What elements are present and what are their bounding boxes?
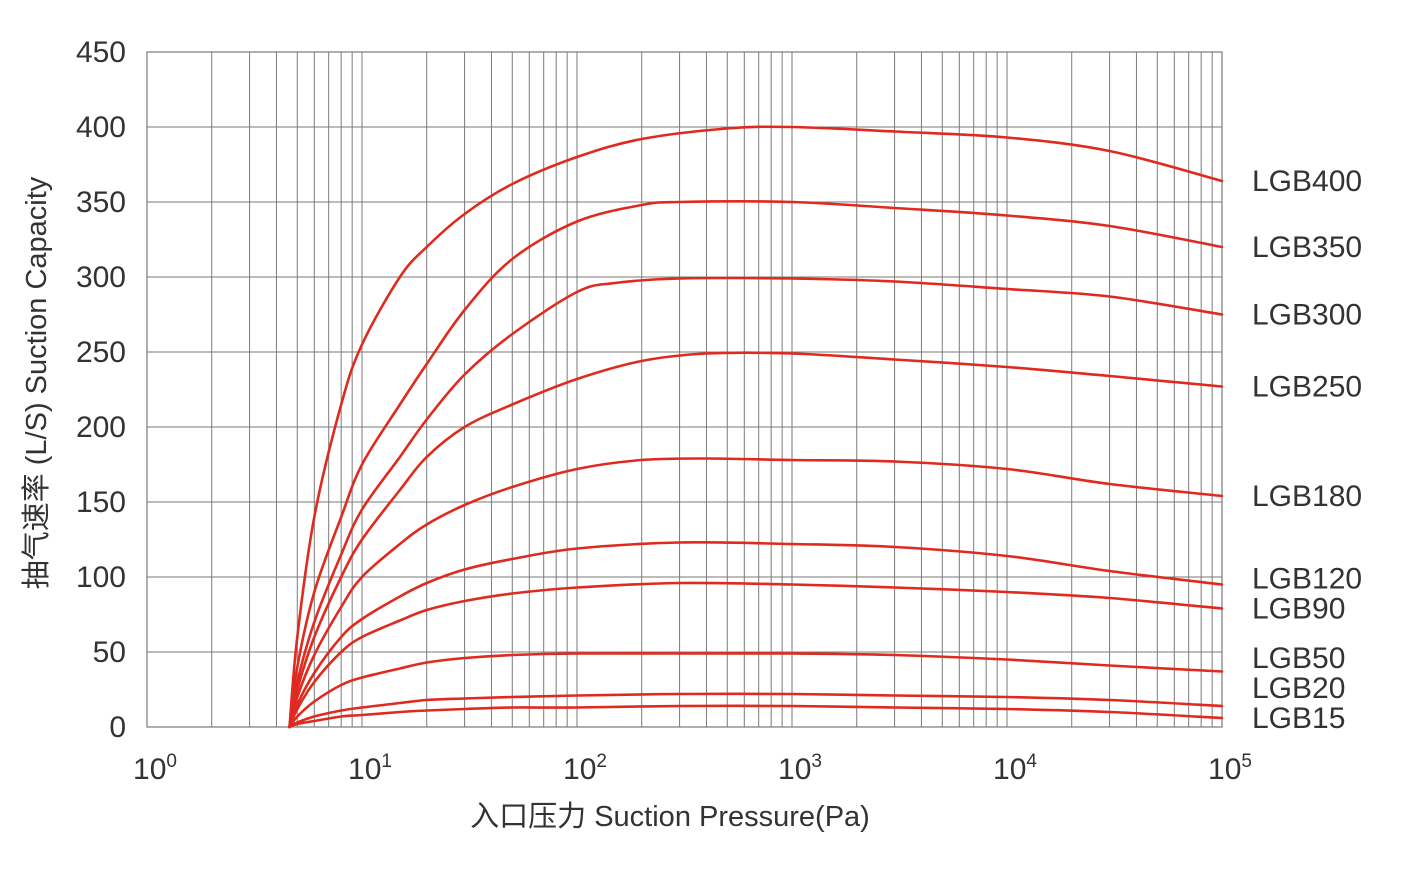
y-tick-label: 350	[76, 186, 126, 219]
series-label-lgb350: LGB350	[1252, 231, 1362, 264]
x-tick-label: 104	[993, 751, 1037, 786]
series-line-lgb400	[288, 125, 1224, 729]
series-line-lgb90	[288, 581, 1224, 729]
series-line-lgb250	[288, 351, 1224, 729]
series-label-lgb250: LGB250	[1252, 371, 1362, 404]
series-line-lgb20	[288, 692, 1224, 729]
y-tick-label: 100	[76, 561, 126, 594]
series-label-lgb90: LGB90	[1252, 593, 1345, 626]
series-label-lgb300: LGB300	[1252, 299, 1362, 332]
series-line-lgb350	[288, 200, 1224, 729]
y-axis-ticks: 0 50 100 150 200 250 300 350 400 450	[76, 36, 126, 744]
y-tick-label: 0	[109, 711, 126, 744]
x-axis-ticks: 100 101 102 103 104 105	[133, 751, 1252, 786]
plot-frame	[146, 51, 1223, 728]
y-axis-title: 抽气速率 (L/S) Suction Capacity	[20, 176, 53, 589]
y-tick-label: 400	[76, 111, 126, 144]
y-tick-label: 250	[76, 336, 126, 369]
x-tick-label: 105	[1208, 751, 1252, 786]
x-axis-title: 入口压力 Suction Pressure(Pa)	[470, 800, 870, 833]
y-tick-label: 150	[76, 486, 126, 519]
y-tick-label: 200	[76, 411, 126, 444]
series-label-lgb15: LGB15	[1252, 702, 1345, 735]
y-tick-label: 450	[76, 36, 126, 69]
series-line-lgb50	[288, 652, 1224, 729]
series-labels: LGB400 LGB350 LGB300 LGB250 LGB180 LGB120LGB9…	[1252, 165, 1362, 735]
series-label-lgb120: LGB120	[1252, 563, 1362, 596]
series-line-lgb300	[288, 276, 1224, 729]
y-tick-label: 300	[76, 261, 126, 294]
series-line-lgb120	[288, 541, 1224, 729]
series-line-lgb15	[288, 704, 1224, 729]
x-tick-label: 101	[348, 751, 392, 786]
series-label-lgb20: LGB20	[1252, 672, 1345, 705]
x-tick-label: 102	[563, 751, 607, 786]
series-label-lgb180: LGB180	[1252, 480, 1362, 513]
series-lines	[288, 125, 1224, 729]
x-tick-label: 103	[778, 751, 822, 786]
x-tick-label: 100	[133, 751, 177, 786]
series-label-lgb400: LGB400	[1252, 165, 1362, 198]
y-tick-label: 50	[93, 636, 126, 669]
series-label-lgb50: LGB50	[1252, 642, 1345, 675]
grid	[146, 51, 1223, 728]
series-line-lgb180	[288, 457, 1224, 729]
